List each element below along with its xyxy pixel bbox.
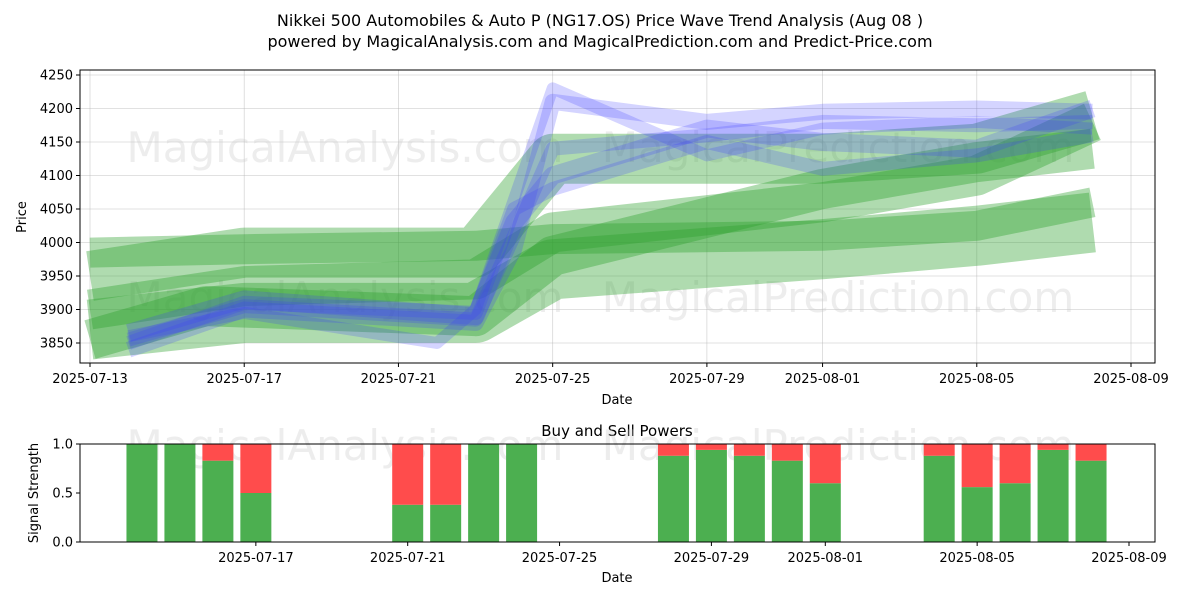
- sell-power-bar: [961, 444, 993, 488]
- price-x-tick-label: 2025-08-09: [1093, 372, 1169, 387]
- sell-power-bar: [240, 444, 272, 493]
- signal-x-ticks: 2025-07-17 2025-07-21 2025-07-25 2025-07-29…: [218, 542, 1167, 566]
- watermark-magicalanalysis-mid: MagicalAnalysis.com: [127, 273, 564, 322]
- price-wave-bands: [84, 82, 1101, 360]
- watermark-magicalanalysis-top: MagicalAnalysis.com: [127, 123, 564, 172]
- green-wave-band: [86, 103, 1101, 330]
- sell-power-bar: [657, 444, 689, 456]
- signal-x-tick-label: 2025-07-25: [522, 551, 598, 566]
- blue-wave-band: [126, 99, 1096, 342]
- price-watermarks: MagicalAnalysis.com MagicalPrediction.co…: [127, 123, 1075, 322]
- price-y-tick-label: 4200: [40, 102, 73, 117]
- price-x-ticks: 2025-07-13 2025-07-17 2025-07-21 2025-07-25…: [52, 363, 1169, 387]
- signal-y-axis-label: Signal Strength: [27, 443, 42, 543]
- sell-power-bar: [202, 444, 234, 461]
- buy-power-bar: [923, 455, 955, 542]
- sell-power-bar: [1037, 444, 1069, 450]
- signal-y-tick-label: 1.0: [52, 438, 73, 453]
- price-y-axis-label: Price: [15, 201, 30, 233]
- chart-title-line-2: powered by MagicalAnalysis.com and Magic…: [267, 32, 932, 51]
- price-y-tick-label: 4150: [40, 136, 73, 151]
- signal-panel: Buy and Sell Powers MagicalAnalysis.com …: [27, 421, 1167, 586]
- signal-x-axis-label: Date: [601, 571, 632, 586]
- buy-power-bar: [392, 504, 424, 542]
- sell-power-bar: [1075, 444, 1107, 461]
- price-x-tick-label: 2025-07-29: [669, 372, 745, 387]
- buy-power-bar: [506, 444, 538, 542]
- price-x-tick-label: 2025-08-05: [939, 372, 1015, 387]
- price-y-tick-label: 3950: [40, 270, 73, 285]
- buy-power-bar: [733, 455, 765, 542]
- sell-power-bar: [733, 444, 765, 456]
- buy-power-bar: [468, 444, 500, 542]
- buy-power-bar: [1075, 460, 1107, 542]
- signal-panel-title: Buy and Sell Powers: [541, 422, 693, 440]
- green-wave-band: [89, 187, 1096, 268]
- buy-power-bar: [961, 487, 993, 542]
- blue-wave-band: [126, 128, 1094, 350]
- price-x-tick-label: 2025-07-21: [361, 372, 437, 387]
- buy-power-bar: [164, 444, 196, 542]
- price-y-tick-label: 4250: [40, 69, 73, 84]
- chart-title-line-1: Nikkei 500 Automobiles & Auto P (NG17.OS…: [277, 11, 923, 30]
- sell-power-bar: [923, 444, 955, 456]
- price-grid: [80, 70, 1155, 363]
- signal-x-tick-label: 2025-08-01: [788, 551, 864, 566]
- buy-power-bar: [202, 460, 234, 542]
- price-y-tick-label: 4000: [40, 236, 73, 251]
- price-y-ticks: 3850 3900 3950 4000 4050 4100 4150 4200 4250: [40, 69, 80, 352]
- signal-x-tick-label: 2025-08-05: [939, 551, 1015, 566]
- signal-bars: [126, 444, 1107, 542]
- signal-y-tick-label: 0.5: [52, 487, 73, 502]
- buy-power-bar: [1037, 449, 1069, 542]
- sell-power-bar: [430, 444, 462, 505]
- watermark-magicalprediction-mid: MagicalPrediction.com: [602, 273, 1075, 322]
- sell-power-bar: [771, 444, 803, 461]
- buy-power-bar: [126, 444, 158, 542]
- price-x-tick-label: 2025-08-01: [785, 372, 861, 387]
- sell-power-bar: [809, 444, 841, 484]
- buy-power-bar: [809, 483, 841, 542]
- price-x-tick-label: 2025-07-13: [52, 372, 128, 387]
- buy-power-bar: [240, 493, 272, 542]
- green-wave-band: [86, 192, 1096, 360]
- buy-power-bar: [430, 504, 462, 542]
- blue-wave-band: [125, 93, 1093, 358]
- price-x-tick-label: 2025-07-17: [206, 372, 282, 387]
- sell-power-bar: [392, 444, 424, 505]
- sell-power-bar: [695, 444, 727, 450]
- signal-x-tick-label: 2025-07-21: [370, 551, 446, 566]
- buy-power-bar: [657, 455, 689, 542]
- price-y-tick-label: 3900: [40, 303, 73, 318]
- price-panel: MagicalAnalysis.com MagicalPrediction.co…: [15, 69, 1169, 409]
- price-y-tick-label: 3850: [40, 337, 73, 352]
- price-x-tick-label: 2025-07-25: [515, 372, 591, 387]
- price-y-tick-label: 4050: [40, 203, 73, 218]
- signal-y-tick-label: 0.0: [52, 536, 73, 551]
- green-wave-band: [84, 128, 1095, 359]
- signal-x-tick-label: 2025-07-17: [218, 551, 294, 566]
- buy-power-bar: [695, 449, 727, 542]
- signal-x-tick-label: 2025-08-09: [1091, 551, 1167, 566]
- watermark-magicalprediction-top: MagicalPrediction.com: [602, 123, 1075, 172]
- blue-wave-band: [126, 114, 1093, 347]
- signal-x-tick-label: 2025-07-29: [674, 551, 750, 566]
- buy-power-bar: [999, 483, 1031, 542]
- price-plot-frame: [79, 69, 1156, 364]
- signal-y-ticks: 0.0 0.5 1.0: [52, 438, 80, 551]
- buy-power-bar: [771, 460, 803, 542]
- green-wave-band: [86, 91, 1100, 301]
- price-y-tick-label: 4100: [40, 169, 73, 184]
- price-x-axis-label: Date: [601, 393, 632, 408]
- price-plot-area: [80, 70, 1155, 363]
- sell-power-bar: [999, 444, 1031, 484]
- blue-wave-band: [127, 82, 1093, 349]
